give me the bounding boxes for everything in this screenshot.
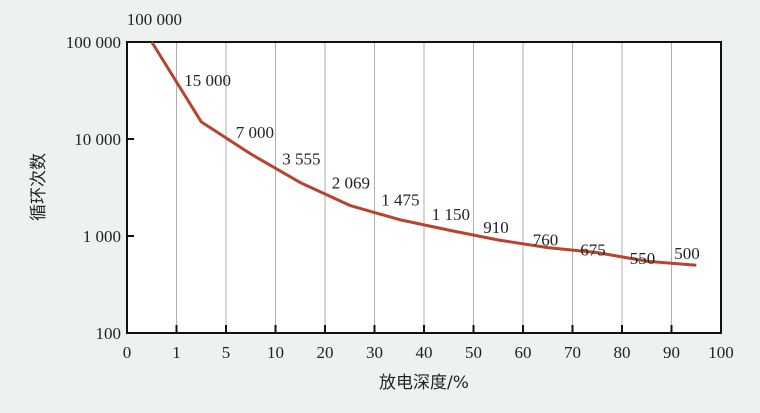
- x-tick-label: 100: [708, 343, 734, 362]
- data-label: 550: [630, 249, 656, 268]
- data-label: 675: [580, 241, 606, 260]
- y-tick-label: 1 000: [83, 227, 121, 246]
- data-label: 500: [674, 244, 700, 263]
- x-axis-title: 放电深度/%: [379, 373, 469, 393]
- data-label: 760: [533, 231, 559, 250]
- y-axis-title: 循环次数: [29, 153, 49, 221]
- x-tick-label: 70: [564, 343, 581, 362]
- y-tick-label: 100 000: [66, 33, 121, 52]
- x-tick-label: 60: [515, 343, 532, 362]
- x-tick-label: 0: [123, 343, 132, 362]
- data-label: 1 150: [432, 205, 470, 224]
- data-label: 1 475: [381, 191, 419, 210]
- x-tick-label: 50: [465, 343, 482, 362]
- x-tick-label: 10: [267, 343, 284, 362]
- x-tick-label: 5: [222, 343, 231, 362]
- series-line: [150, 41, 697, 267]
- x-tick-label: 20: [317, 343, 334, 362]
- data-label: 2 069: [332, 173, 370, 192]
- data-label: 910: [483, 218, 509, 237]
- y-tick-label: 10 000: [74, 130, 121, 149]
- data-label: 100 000: [127, 10, 182, 29]
- y-tick-label: 100: [96, 324, 122, 343]
- x-tick-label: 30: [366, 343, 383, 362]
- data-label: 15 000: [184, 71, 231, 90]
- x-tick-label: 1: [172, 343, 181, 362]
- data-label: 3 555: [282, 150, 320, 169]
- data-label: 7 000: [236, 123, 274, 142]
- x-tick-label: 90: [663, 343, 680, 362]
- x-tick-label: 40: [416, 343, 433, 362]
- x-tick-label: 80: [614, 343, 631, 362]
